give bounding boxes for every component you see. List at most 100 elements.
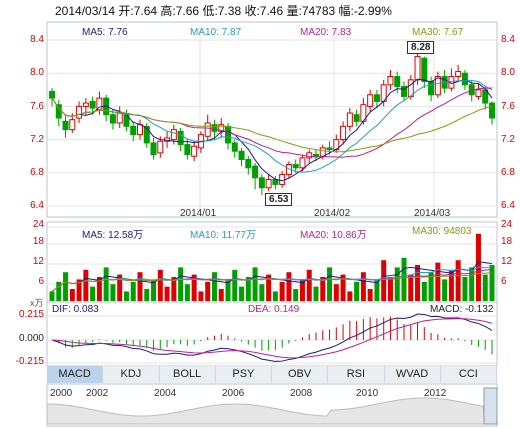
vol-tick: 12 xyxy=(32,256,44,267)
volume-bar xyxy=(259,284,265,301)
volume-bar xyxy=(401,257,407,301)
vol-tick: 18 xyxy=(32,236,44,247)
candle-body xyxy=(69,119,76,131)
tab-obv[interactable]: OBV xyxy=(272,366,329,383)
price-tick-left: 8.4 xyxy=(30,34,44,45)
price-tick-left: 6.8 xyxy=(30,167,44,178)
volume-bar xyxy=(381,260,387,301)
vol-unit: x万 xyxy=(30,298,44,308)
tab-macd[interactable]: MACD xyxy=(47,366,104,383)
volume-bar xyxy=(239,286,245,301)
volume-bar xyxy=(272,291,278,301)
price-tick-left: 7.2 xyxy=(30,134,44,145)
vol-ma10-label: MA10: 11.77万 xyxy=(190,230,256,241)
tab-psy[interactable]: PSY xyxy=(215,366,272,383)
timeline-area xyxy=(46,397,486,425)
candle-body xyxy=(489,102,495,119)
volume-bar xyxy=(428,272,434,301)
candle-body xyxy=(82,102,89,107)
candle-body xyxy=(170,129,177,141)
macd-label: MACD: -0.132 xyxy=(430,304,494,315)
volume-bar xyxy=(144,289,150,301)
candle-body xyxy=(231,142,238,152)
price-ma10-label: MA10: 7.87 xyxy=(190,27,242,38)
dif-label: DIF: 0.083 xyxy=(52,304,99,315)
candle-body xyxy=(245,159,252,169)
candle-body xyxy=(137,124,143,136)
tab-cci[interactable]: CCI xyxy=(440,366,497,383)
candle-body xyxy=(62,120,69,131)
candle-body xyxy=(306,152,313,159)
candle-body xyxy=(367,94,374,107)
volume-bar xyxy=(49,291,55,301)
macd-tick: 0.000 xyxy=(18,333,44,344)
volume-bar xyxy=(117,274,123,301)
volume-bar xyxy=(421,281,427,301)
year-label: 2008 xyxy=(290,388,313,399)
volume-bar xyxy=(211,272,217,301)
volume-bar xyxy=(103,267,109,301)
candle-body xyxy=(258,177,265,189)
vol-tick: 12 xyxy=(501,256,513,267)
candle-body xyxy=(96,97,103,111)
year-label: 2012 xyxy=(424,388,447,399)
candle-body xyxy=(319,147,326,157)
candle-body xyxy=(373,94,380,102)
price-tick-left: 8.0 xyxy=(30,67,44,78)
candle-body xyxy=(143,125,150,144)
volume-bar xyxy=(286,272,292,301)
candle-body xyxy=(265,178,272,189)
candle-body xyxy=(89,100,96,109)
tab-wvad[interactable]: WVAD xyxy=(384,366,441,383)
candle-body xyxy=(191,145,198,157)
vol-ma20-label: MA20: 10.86万 xyxy=(300,230,367,241)
tab-boll[interactable]: BOLL xyxy=(159,366,216,383)
vol-tick: 24 xyxy=(501,219,513,230)
candle-body xyxy=(279,173,286,185)
volume-bar xyxy=(482,274,488,301)
volume-bar xyxy=(218,289,224,301)
candle-body xyxy=(434,76,441,96)
candle-body xyxy=(225,125,231,144)
dea-line xyxy=(51,318,493,359)
volume-bar xyxy=(205,281,211,301)
price-tick-right: 7.2 xyxy=(501,134,515,145)
candle-body xyxy=(55,104,62,119)
vol-ma30-label: MA30: 94803 xyxy=(412,226,472,237)
tab-kdj[interactable]: KDJ xyxy=(103,366,160,383)
indicator-tabs: MACD KDJ BOLL PSY OBV RSI WVAD CCI xyxy=(47,366,497,383)
candle-body xyxy=(177,130,184,146)
price-tick-right: 6.4 xyxy=(501,200,515,211)
volume-bar xyxy=(408,274,414,301)
volume-bar xyxy=(266,274,272,301)
volume-bar xyxy=(435,262,441,301)
volume-bar xyxy=(293,289,299,301)
price-ma30-label: MA30: 7.67 xyxy=(412,27,464,38)
price-tick-right: 8.4 xyxy=(501,34,515,45)
volume-bar xyxy=(130,281,136,301)
candle-body xyxy=(292,164,299,169)
candle-body xyxy=(401,85,407,97)
year-label: 2006 xyxy=(222,388,245,399)
year-label: 2000 xyxy=(50,388,73,399)
timeline-handle xyxy=(483,387,498,425)
volume-bar xyxy=(69,289,75,301)
macd-tick: -0.215 xyxy=(15,356,44,367)
high-callout: 8.28 xyxy=(407,41,435,54)
volume-bar xyxy=(374,279,380,301)
dif-line xyxy=(51,313,493,362)
macd-panel-frame xyxy=(46,301,498,367)
volume-bar xyxy=(340,274,346,301)
volume-bar xyxy=(63,272,69,301)
volume-bar xyxy=(367,289,373,301)
tab-rsi[interactable]: RSI xyxy=(328,366,385,383)
vol-tick: 18 xyxy=(501,236,513,247)
candle-body xyxy=(218,124,225,132)
volume-bar xyxy=(56,281,62,301)
volume-bar xyxy=(354,281,360,301)
volume-bar xyxy=(415,265,421,301)
volume-bar xyxy=(83,269,89,301)
volume-bar xyxy=(360,272,366,301)
year-label: 2004 xyxy=(154,388,177,399)
